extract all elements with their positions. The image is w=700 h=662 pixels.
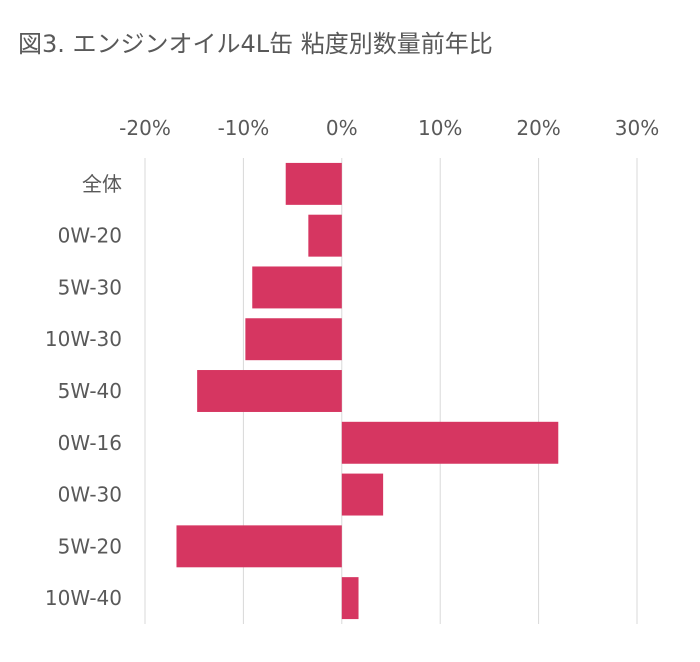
bar bbox=[341, 473, 384, 516]
chart-title: 図3. エンジンオイル4L缶 粘度別数量前年比 bbox=[18, 30, 493, 58]
category-labels: 全体 0W-20 5W-30 10W-30 5W-40 0W-16 0W-30 5W-20 10… bbox=[45, 172, 122, 610]
x-axis-tick-labels: -20% -10% 0% 10% 20% 30% bbox=[119, 116, 659, 140]
bar bbox=[341, 577, 359, 620]
bar bbox=[285, 162, 342, 205]
x-tick-label: -20% bbox=[119, 116, 171, 140]
bars bbox=[176, 162, 559, 620]
bar bbox=[245, 318, 342, 361]
x-tick-label: 20% bbox=[516, 116, 560, 140]
x-tick-label: -10% bbox=[218, 116, 270, 140]
bar bbox=[341, 421, 559, 464]
category-label: 10W-30 bbox=[45, 327, 122, 351]
bar bbox=[197, 370, 342, 412]
category-label: 0W-30 bbox=[58, 483, 122, 507]
category-label: 0W-16 bbox=[58, 431, 122, 455]
bar bbox=[176, 525, 342, 568]
category-label: 5W-30 bbox=[58, 275, 122, 299]
category-label: 5W-40 bbox=[58, 379, 122, 403]
x-tick-label: 30% bbox=[615, 116, 659, 140]
category-label: 0W-20 bbox=[58, 224, 122, 248]
category-label: 5W-20 bbox=[58, 534, 122, 558]
x-tick-label: 0% bbox=[326, 116, 358, 140]
bar bbox=[252, 266, 342, 309]
category-label: 10W-40 bbox=[45, 586, 122, 610]
x-tick-label: 10% bbox=[418, 116, 462, 140]
category-label: 全体 bbox=[82, 172, 122, 196]
bar bbox=[308, 214, 342, 257]
